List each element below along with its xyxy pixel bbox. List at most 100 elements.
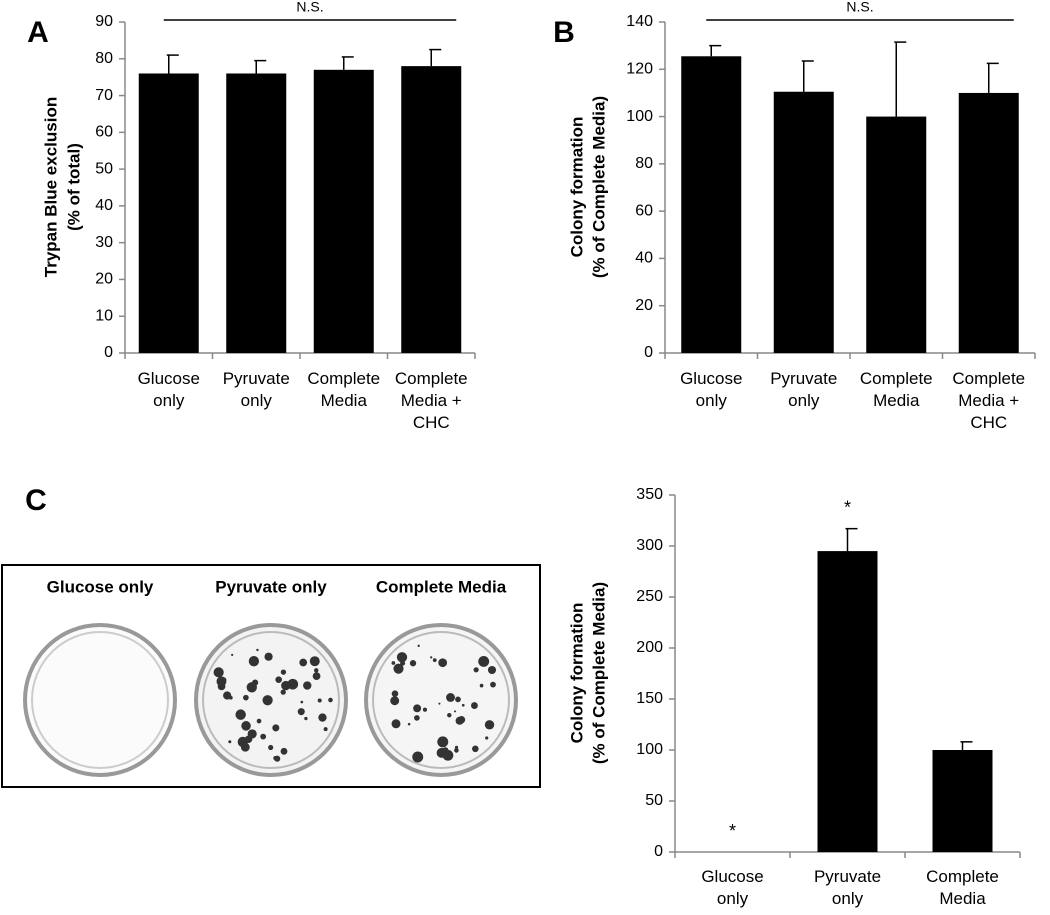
panel-label: B <box>553 16 575 49</box>
colony <box>461 703 465 707</box>
bar <box>932 750 993 852</box>
y-tick-label: 150 <box>636 690 663 707</box>
colony <box>299 658 308 667</box>
image-label: Glucose only <box>47 577 154 596</box>
y-tick-label: 10 <box>95 307 113 324</box>
colony <box>256 718 262 724</box>
x-tick-label: Glucose only <box>680 369 743 410</box>
colony <box>280 669 287 675</box>
colony <box>457 716 466 724</box>
colony <box>484 720 495 730</box>
y-tick-label: 20 <box>635 297 653 314</box>
y-tick-label: 30 <box>95 234 113 251</box>
bar <box>817 551 878 852</box>
colony <box>490 681 496 688</box>
colony <box>303 681 312 690</box>
bar <box>138 73 199 353</box>
y-tick-label: 250 <box>636 588 663 605</box>
colony <box>246 682 257 693</box>
dish <box>23 623 177 777</box>
y-tick-label: 100 <box>636 741 663 758</box>
colony <box>241 721 251 731</box>
x-tick-label: Complete Media + CHC <box>394 369 468 432</box>
x-tick-label: Pyruvate only <box>770 369 838 410</box>
colony <box>328 697 333 703</box>
y-tick-label: 20 <box>95 271 113 288</box>
colony <box>314 668 319 673</box>
dish-photos <box>23 623 518 777</box>
y-tick-label: 300 <box>636 537 663 554</box>
colony <box>260 733 267 740</box>
colony <box>442 749 454 761</box>
colony <box>412 751 424 763</box>
colony <box>437 736 449 748</box>
colony <box>472 745 479 753</box>
colony <box>413 704 422 713</box>
colony <box>447 712 452 718</box>
colony <box>454 745 459 749</box>
y-tick-label: 200 <box>636 639 663 656</box>
colony <box>231 653 234 656</box>
colony <box>407 722 411 726</box>
bar <box>401 66 462 353</box>
colony <box>417 644 420 647</box>
colony <box>438 702 441 705</box>
y-tick-label: 90 <box>95 13 113 30</box>
panel-label: A <box>27 16 49 49</box>
y-axis-title: (% of total) <box>64 143 83 231</box>
colony <box>280 689 286 695</box>
colony <box>300 700 304 704</box>
colony <box>262 695 273 706</box>
x-tick-label: Complete Media + CHC <box>952 369 1026 432</box>
y-tick-label: 0 <box>654 843 663 860</box>
colony <box>228 740 232 744</box>
colony <box>309 656 320 667</box>
y-tick-label: 80 <box>635 155 653 172</box>
colony <box>471 702 478 709</box>
y-tick-label: 50 <box>95 160 113 177</box>
colony <box>312 672 321 681</box>
colony <box>391 661 396 665</box>
bar <box>958 92 1019 353</box>
x-tick-label: Pyruvate only <box>222 369 290 410</box>
colony <box>414 715 420 721</box>
panel-label: C <box>25 484 47 517</box>
y-tick-label: 0 <box>104 344 113 361</box>
image-label: Complete Media <box>376 577 507 596</box>
y-tick-label: 0 <box>644 344 653 361</box>
colony <box>479 683 484 688</box>
y-tick-label: 60 <box>635 202 653 219</box>
significance-label: N.S. <box>846 0 873 15</box>
colony <box>287 678 299 690</box>
dish <box>372 631 510 769</box>
dish <box>202 631 340 769</box>
y-tick-label: 50 <box>645 792 663 809</box>
colony <box>256 648 259 652</box>
significance-label: N.S. <box>296 0 323 15</box>
y-axis-title: Colony formation <box>567 603 586 744</box>
colony <box>393 663 404 674</box>
y-tick-label: 80 <box>95 50 113 67</box>
y-axis-title: Colony formation <box>567 117 586 258</box>
x-tick-label: Complete Media <box>859 369 933 410</box>
x-tick-label: Complete Media <box>926 867 999 908</box>
y-axis-title: Trypan Blue exclusion <box>41 97 60 277</box>
bar <box>866 116 927 353</box>
y-tick-label: 60 <box>95 124 113 141</box>
y-tick-label: 100 <box>626 108 653 125</box>
colony <box>438 658 448 668</box>
colony <box>487 665 497 675</box>
colony <box>446 693 455 702</box>
colony <box>390 696 400 706</box>
y-tick-label: 350 <box>636 486 663 503</box>
colony <box>243 694 249 701</box>
colony <box>275 676 282 683</box>
colony <box>235 709 246 720</box>
x-tick-label: Glucose only <box>701 867 764 908</box>
x-tick-label: Pyruvate only <box>813 867 882 908</box>
x-tick-label: Glucose only <box>137 369 200 410</box>
y-tick-label: 40 <box>635 250 653 267</box>
y-tick-label: 40 <box>95 197 113 214</box>
